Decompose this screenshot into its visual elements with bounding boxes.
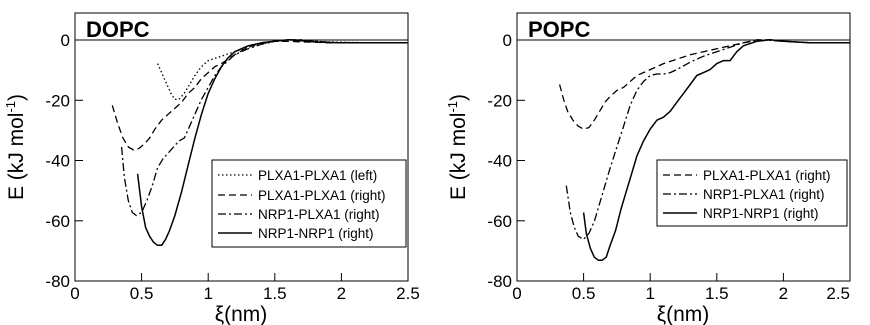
y-ticks: -80 -60 -40 -20 0	[45, 31, 83, 291]
legend-label: PLXA1-PLXA1 (right)	[703, 168, 831, 183]
legend-label: NRP1-NRP1 (right)	[258, 226, 374, 241]
legend-label: PLXA1-PLXA1 (right)	[258, 188, 386, 203]
y-axis-label: E (kJ mol-1)	[445, 94, 470, 200]
y-tick-label: -80	[45, 272, 70, 291]
series-line-dashdot	[565, 39, 850, 240]
y-axis-label-main: E (kJ mol	[447, 113, 470, 201]
x-axis-label: ξ(nm)	[657, 303, 710, 325]
y-axis-label-sup: -1	[445, 101, 460, 113]
y-axis-label-sup: -1	[3, 101, 18, 113]
y-tick-label: -60	[45, 212, 70, 231]
panel-dopc: DOPC 0 0.5 1 1.5 2 2.5 -80 -60 -40 -20 0	[3, 12, 420, 325]
x-axis-label: ξ(nm)	[215, 303, 268, 325]
series-lines	[111, 39, 408, 247]
legend: PLXA1-PLXA1 (right) NRP1-PLXA1 (right) N…	[656, 159, 848, 227]
x-tick-label: 1	[645, 284, 654, 303]
plot-frame	[516, 12, 851, 282]
y-tick-label: -20	[487, 91, 512, 110]
y-ticks: -80 -60 -40 -20 0	[487, 31, 525, 291]
series-line-solid	[582, 39, 850, 261]
x-tick-label: 2	[337, 284, 346, 303]
x-tick-label: 0.5	[130, 284, 154, 303]
y-axis-label-main: E (kJ mol	[5, 113, 28, 201]
y-tick-label: -80	[487, 272, 512, 291]
x-tick-label: 0	[70, 284, 79, 303]
y-tick-label: 0	[61, 31, 70, 50]
y-tick-label: 0	[503, 31, 512, 50]
x-ticks: 0 0.5 1 1.5 2 2.5	[70, 273, 420, 303]
legend-label: NRP1-NRP1 (right)	[703, 206, 819, 221]
series-line-solid	[136, 39, 408, 247]
y-tick-label: -40	[487, 152, 512, 171]
legend: PLXA1-PLXA1 (left) PLXA1-PLXA1 (right) N…	[211, 159, 407, 248]
panel-title: POPC	[528, 17, 590, 42]
y-axis-label-tail: )	[5, 94, 28, 101]
y-tick-label: -60	[487, 212, 512, 231]
x-tick-label: 0	[512, 284, 521, 303]
series-line-dotted	[157, 39, 408, 101]
legend-box	[656, 159, 848, 227]
x-tick-label: 2	[779, 284, 788, 303]
y-axis-label: E (kJ mol-1)	[3, 94, 28, 200]
panel-popc: POPC 0 0.5 1 1.5 2 2.5 -80 -60 -40 -20 0	[445, 12, 851, 325]
x-tick-label: 2.5	[396, 284, 420, 303]
x-tick-label: 1	[203, 284, 212, 303]
plot-frame	[74, 12, 409, 282]
series-lines	[558, 39, 850, 261]
legend-label: NRP1-PLXA1 (right)	[703, 187, 825, 202]
x-ticks: 0 0.5 1 1.5 2 2.5	[512, 273, 851, 303]
legend-label: NRP1-PLXA1 (right)	[258, 207, 380, 222]
y-tick-label: -20	[45, 91, 70, 110]
x-tick-label: 2.5	[826, 284, 850, 303]
x-tick-label: 0.5	[572, 284, 596, 303]
series-line-dashed	[558, 39, 850, 130]
legend-label: PLXA1-PLXA1 (left)	[258, 168, 377, 183]
x-tick-label: 1.5	[263, 284, 287, 303]
series-line-dashed	[111, 40, 408, 151]
x-tick-label: 1.5	[705, 284, 729, 303]
y-axis-label-tail: )	[447, 94, 470, 101]
panel-title: DOPC	[86, 17, 150, 42]
y-tick-label: -40	[45, 152, 70, 171]
